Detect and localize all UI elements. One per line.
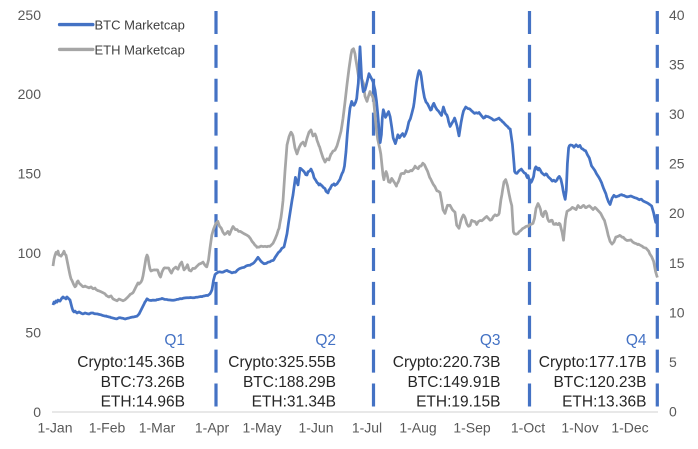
svg-text:40: 40 <box>669 7 685 23</box>
svg-text:ETH:14.96B: ETH:14.96B <box>101 394 185 411</box>
svg-text:250: 250 <box>18 7 42 23</box>
svg-text:Q3: Q3 <box>480 332 501 349</box>
svg-text:1-Feb: 1-Feb <box>89 419 126 435</box>
svg-text:Q4: Q4 <box>626 332 647 349</box>
svg-text:200: 200 <box>18 86 42 102</box>
svg-text:100: 100 <box>18 245 42 261</box>
svg-text:25: 25 <box>669 156 685 172</box>
svg-text:BTC Marketcap: BTC Marketcap <box>95 18 185 33</box>
svg-text:1-May: 1-May <box>243 419 282 435</box>
svg-text:1-Jan: 1-Jan <box>37 419 72 435</box>
svg-text:10: 10 <box>669 304 685 320</box>
svg-text:Crypto:325.55B: Crypto:325.55B <box>228 354 336 371</box>
svg-text:1-Aug: 1-Aug <box>399 419 436 435</box>
svg-text:1-Jul: 1-Jul <box>352 419 382 435</box>
svg-text:1-Jun: 1-Jun <box>298 419 333 435</box>
svg-text:1-Oct: 1-Oct <box>511 419 545 435</box>
svg-text:150: 150 <box>18 166 42 182</box>
svg-text:1-Sep: 1-Sep <box>453 419 491 435</box>
svg-text:20: 20 <box>669 205 685 221</box>
svg-text:15: 15 <box>669 255 685 271</box>
svg-text:0: 0 <box>669 404 677 420</box>
svg-text:BTC:120.23B: BTC:120.23B <box>553 374 646 391</box>
svg-text:1-Nov: 1-Nov <box>561 419 598 435</box>
svg-text:ETH:19.15B: ETH:19.15B <box>416 394 500 411</box>
svg-text:ETH Marketcap: ETH Marketcap <box>95 42 185 57</box>
svg-text:1-Dec: 1-Dec <box>611 419 648 435</box>
svg-text:1-Apr: 1-Apr <box>195 419 230 435</box>
svg-text:Q1: Q1 <box>164 332 185 349</box>
svg-text:ETH:31.34B: ETH:31.34B <box>252 394 336 411</box>
svg-text:1-Mar: 1-Mar <box>139 419 176 435</box>
svg-text:35: 35 <box>669 56 685 72</box>
svg-text:BTC:73.26B: BTC:73.26B <box>101 374 185 391</box>
svg-text:Crypto:177.17B: Crypto:177.17B <box>539 354 647 371</box>
svg-text:5: 5 <box>669 354 677 370</box>
svg-text:BTC:149.91B: BTC:149.91B <box>407 374 500 391</box>
svg-text:50: 50 <box>25 324 41 340</box>
svg-text:Crypto:145.36B: Crypto:145.36B <box>77 354 185 371</box>
svg-text:0: 0 <box>33 404 41 420</box>
svg-text:Crypto:220.73B: Crypto:220.73B <box>393 354 501 371</box>
svg-text:30: 30 <box>669 106 685 122</box>
svg-text:Q2: Q2 <box>315 332 336 349</box>
svg-text:BTC:188.29B: BTC:188.29B <box>243 374 336 391</box>
svg-text:ETH:13.36B: ETH:13.36B <box>562 394 646 411</box>
